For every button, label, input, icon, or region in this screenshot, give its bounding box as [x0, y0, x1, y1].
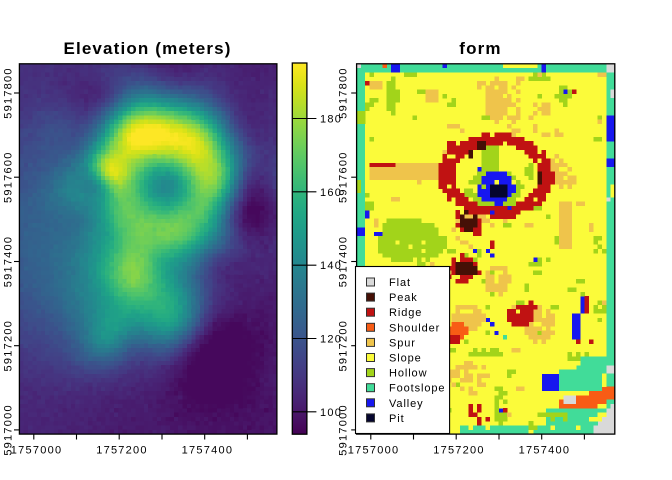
svg-text:5917600: 5917600 — [2, 151, 14, 203]
svg-text:1757200: 1757200 — [433, 445, 485, 457]
svg-text:Footslope: Footslope — [389, 383, 445, 395]
svg-text:1757400: 1757400 — [182, 445, 234, 457]
svg-text:5917200: 5917200 — [2, 320, 14, 372]
svg-text:Elevation (meters): Elevation (meters) — [63, 39, 231, 58]
svg-text:Valley: Valley — [389, 398, 424, 410]
svg-text:5917400: 5917400 — [2, 236, 14, 288]
svg-text:Spur: Spur — [389, 337, 416, 349]
svg-text:140: 140 — [320, 260, 342, 272]
svg-text:Peak: Peak — [389, 292, 418, 304]
svg-text:1757000: 1757000 — [11, 445, 63, 457]
svg-text:100: 100 — [320, 407, 342, 419]
svg-text:5917200: 5917200 — [338, 320, 350, 372]
svg-text:5917800: 5917800 — [2, 67, 14, 119]
svg-text:1757200: 1757200 — [96, 445, 148, 457]
svg-text:Slope: Slope — [389, 353, 422, 365]
svg-text:Shoulder: Shoulder — [389, 322, 440, 334]
svg-text:Hollow: Hollow — [389, 368, 427, 380]
svg-text:1757000: 1757000 — [348, 445, 400, 457]
svg-text:120: 120 — [320, 334, 342, 346]
svg-text:160: 160 — [320, 187, 342, 199]
svg-text:5917000: 5917000 — [2, 404, 14, 456]
svg-text:Flat: Flat — [389, 277, 411, 289]
svg-text:5917800: 5917800 — [338, 67, 350, 119]
svg-text:Ridge: Ridge — [389, 307, 422, 319]
svg-text:5917400: 5917400 — [338, 236, 350, 288]
svg-text:Pit: Pit — [389, 413, 405, 425]
svg-text:form: form — [459, 39, 501, 58]
svg-text:5917000: 5917000 — [338, 404, 350, 456]
svg-text:5917600: 5917600 — [338, 151, 350, 203]
svg-text:180: 180 — [320, 114, 342, 126]
svg-text:1757400: 1757400 — [519, 445, 571, 457]
